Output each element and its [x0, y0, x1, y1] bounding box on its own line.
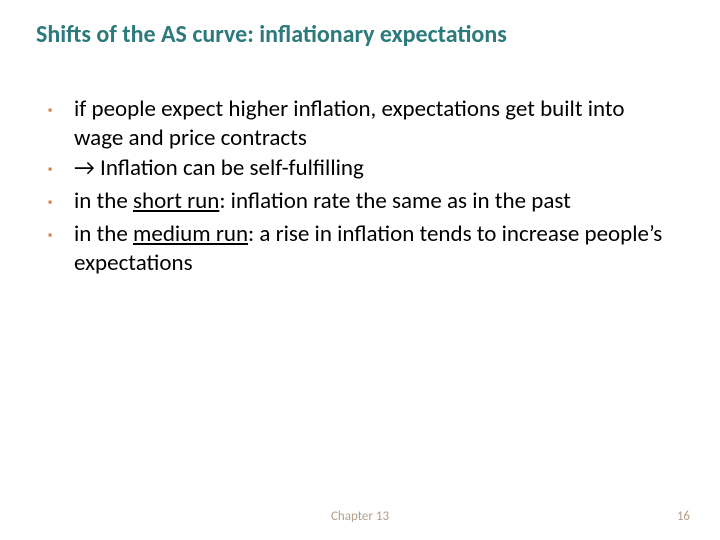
bullet-text: → Inflation can be self-fulfilling — [74, 154, 670, 183]
bullet-text: in the medium run: a rise in inflation t… — [74, 220, 670, 277]
bullet-marker-icon: ▪ — [48, 154, 74, 185]
list-item: ▪in the medium run: a rise in inflation … — [48, 220, 670, 277]
bullet-text: if people expect higher inflation, expec… — [74, 95, 670, 152]
bullet-marker-icon: ▪ — [48, 220, 74, 251]
list-item: ▪in the short run: inflation rate the sa… — [48, 187, 670, 218]
slide-title: Shifts of the AS curve: inflationary exp… — [36, 20, 684, 49]
list-item: ▪→ Inflation can be self-fulfilling — [48, 154, 670, 185]
bullet-marker-icon: ▪ — [48, 187, 74, 218]
bullet-text: in the short run: inflation rate the sam… — [74, 187, 670, 216]
slide: Shifts of the AS curve: inflationary exp… — [0, 0, 720, 540]
underlined-term: short run — [133, 187, 219, 215]
list-item: ▪if people expect higher inflation, expe… — [48, 95, 670, 152]
footer-page-number: 16 — [677, 509, 690, 524]
underlined-term: medium run — [133, 220, 248, 248]
footer-chapter: Chapter 13 — [0, 509, 720, 524]
bullet-marker-icon: ▪ — [48, 95, 74, 126]
bullet-list: ▪if people expect higher inflation, expe… — [48, 95, 670, 279]
